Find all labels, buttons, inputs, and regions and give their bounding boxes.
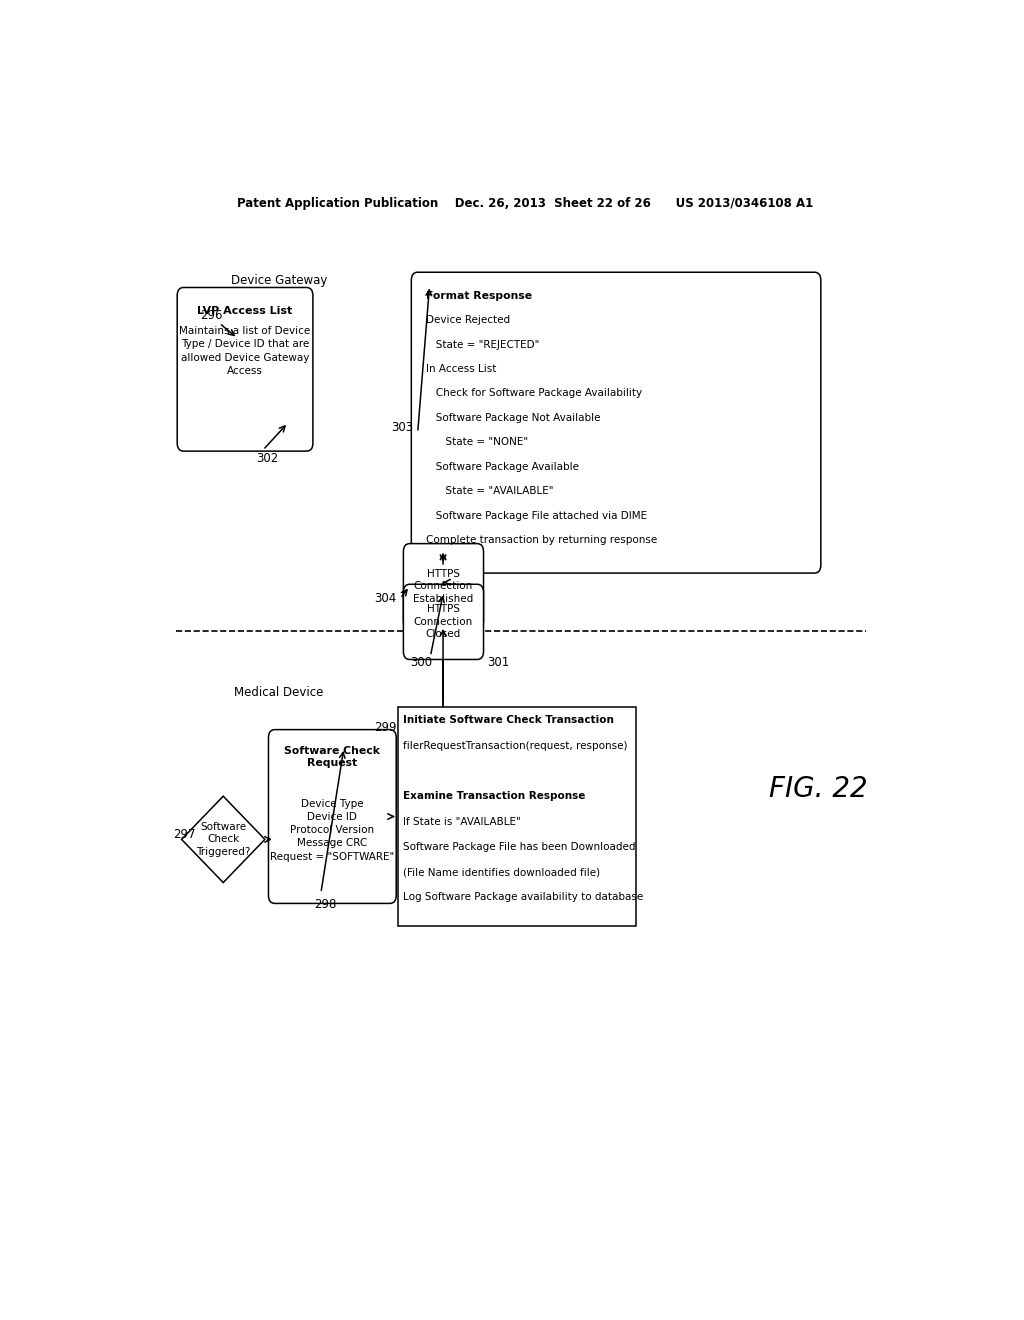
Text: Device Type
Device ID
Protocol Version
Message CRC
Request = "SOFTWARE": Device Type Device ID Protocol Version M… bbox=[270, 799, 394, 862]
Text: 300: 300 bbox=[411, 656, 433, 669]
Text: Log Software Package availability to database: Log Software Package availability to dat… bbox=[402, 892, 643, 903]
Text: FIG. 22: FIG. 22 bbox=[769, 775, 867, 803]
Text: 302: 302 bbox=[256, 451, 278, 465]
Text: If State is "AVAILABLE": If State is "AVAILABLE" bbox=[402, 817, 520, 826]
Text: Examine Transaction Response: Examine Transaction Response bbox=[402, 791, 585, 801]
FancyBboxPatch shape bbox=[412, 272, 821, 573]
Text: State = "NONE": State = "NONE" bbox=[426, 437, 527, 447]
Text: State = "REJECTED": State = "REJECTED" bbox=[426, 339, 539, 350]
Text: Software Package File has been Downloaded: Software Package File has been Downloade… bbox=[402, 842, 635, 851]
Text: Format Response: Format Response bbox=[426, 290, 531, 301]
Text: Software Package File attached via DIME: Software Package File attached via DIME bbox=[426, 511, 647, 521]
Bar bbox=[397, 708, 636, 925]
Text: Medical Device: Medical Device bbox=[234, 685, 324, 698]
Text: 301: 301 bbox=[486, 656, 509, 669]
Text: In Access List: In Access List bbox=[426, 364, 496, 374]
Text: State = "AVAILABLE": State = "AVAILABLE" bbox=[426, 487, 553, 496]
Text: Initiate Software Check Transaction: Initiate Software Check Transaction bbox=[402, 715, 613, 726]
Text: 304: 304 bbox=[374, 591, 396, 605]
Text: filerRequestTransaction(request, response): filerRequestTransaction(request, respons… bbox=[402, 741, 627, 751]
Text: Complete transaction by returning response: Complete transaction by returning respon… bbox=[426, 536, 656, 545]
Text: Software Check
Request: Software Check Request bbox=[285, 746, 380, 768]
Text: (File Name identifies downloaded file): (File Name identifies downloaded file) bbox=[402, 867, 600, 876]
FancyBboxPatch shape bbox=[177, 288, 313, 451]
Text: 296: 296 bbox=[200, 309, 222, 322]
Text: Patent Application Publication    Dec. 26, 2013  Sheet 22 of 26      US 2013/034: Patent Application Publication Dec. 26, … bbox=[237, 197, 813, 210]
Text: 297: 297 bbox=[173, 828, 196, 841]
Text: Device Rejected: Device Rejected bbox=[426, 315, 510, 325]
Text: HTTPS
Connection
Established: HTTPS Connection Established bbox=[414, 569, 473, 603]
Text: 299: 299 bbox=[374, 721, 396, 734]
Text: Check for Software Package Availability: Check for Software Package Availability bbox=[426, 388, 642, 399]
Text: Software
Check
Triggered?: Software Check Triggered? bbox=[196, 822, 251, 857]
Text: 298: 298 bbox=[313, 899, 336, 911]
Text: LVP Access List: LVP Access List bbox=[198, 306, 293, 315]
Text: HTTPS
Connection
Closed: HTTPS Connection Closed bbox=[414, 605, 473, 639]
Text: Software Package Available: Software Package Available bbox=[426, 462, 579, 473]
Text: Maintains a list of Device
Type / Device ID that are
allowed Device Gateway
Acce: Maintains a list of Device Type / Device… bbox=[179, 326, 310, 376]
FancyBboxPatch shape bbox=[403, 544, 483, 630]
Text: Device Gateway: Device Gateway bbox=[230, 273, 327, 286]
FancyBboxPatch shape bbox=[268, 730, 396, 903]
Text: 303: 303 bbox=[391, 421, 414, 434]
Text: Software Package Not Available: Software Package Not Available bbox=[426, 413, 600, 422]
Polygon shape bbox=[181, 796, 265, 883]
FancyBboxPatch shape bbox=[403, 585, 483, 660]
